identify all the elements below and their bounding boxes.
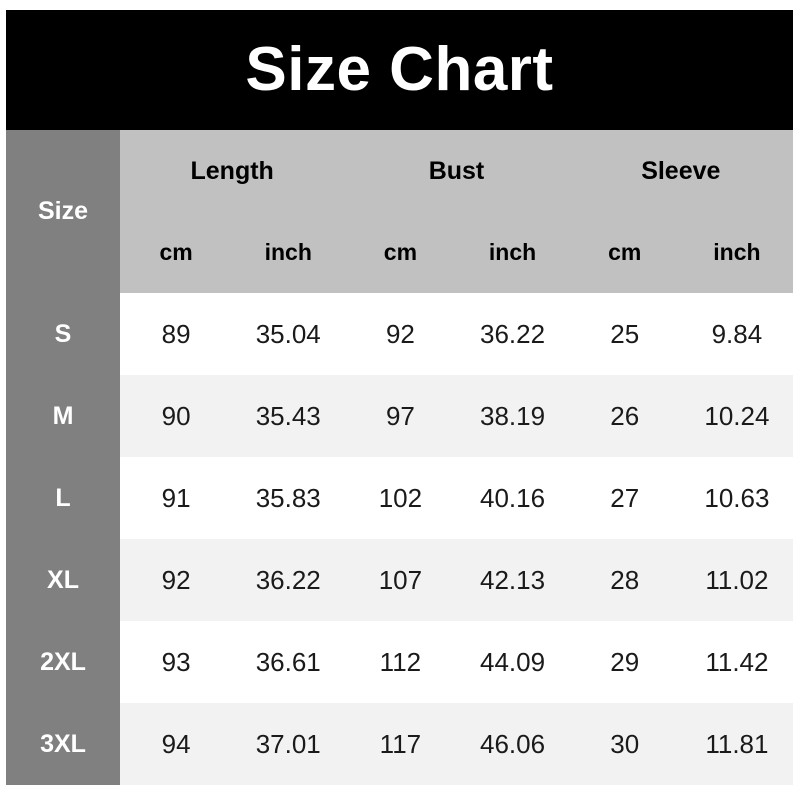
unit-header-row: cm inch cm inch cm inch (6, 212, 793, 293)
size-label-l: L (6, 457, 120, 539)
page-title: Size Chart (245, 35, 554, 104)
cell-xl-bust-cm: 107 (344, 539, 457, 621)
cell-xl-sleeve-inch: 11.02 (680, 539, 793, 621)
cell-2xl-length-inch: 36.61 (232, 621, 345, 703)
cell-xl-bust-inch: 42.13 (456, 539, 569, 621)
group-header-length: Length (120, 130, 345, 212)
title-banner: Size Chart (6, 10, 793, 130)
cell-l-sleeve-inch: 10.63 (680, 457, 793, 539)
cell-2xl-length-cm: 93 (120, 621, 233, 703)
size-chart-container: Size Chart Size Length Bust Sleeve cm in… (6, 10, 793, 786)
cell-2xl-sleeve-inch: 11.42 (680, 621, 793, 703)
size-label-xl: XL (6, 539, 120, 621)
cell-m-bust-inch: 38.19 (456, 375, 569, 457)
cell-m-length-inch: 35.43 (232, 375, 345, 457)
cell-m-sleeve-inch: 10.24 (680, 375, 793, 457)
cell-xl-length-inch: 36.22 (232, 539, 345, 621)
group-header-bust: Bust (344, 130, 569, 212)
table-row: 2XL 93 36.61 112 44.09 29 11.42 (6, 621, 793, 703)
cell-s-length-inch: 35.04 (232, 293, 345, 375)
unit-header-sleeve-inch: inch (680, 212, 793, 293)
unit-header-length-inch: inch (232, 212, 345, 293)
cell-s-bust-cm: 92 (344, 293, 457, 375)
cell-l-bust-inch: 40.16 (456, 457, 569, 539)
size-label-2xl: 2XL (6, 621, 120, 703)
group-header-row: Size Length Bust Sleeve (6, 130, 793, 293)
group-header-sleeve: Sleeve (568, 130, 793, 212)
size-label-3xl: 3XL (6, 703, 120, 785)
cell-l-length-cm: 91 (120, 457, 233, 539)
cell-s-length-cm: 89 (120, 293, 233, 375)
cell-xl-sleeve-cm: 28 (568, 539, 681, 621)
cell-l-sleeve-cm: 27 (568, 457, 681, 539)
cell-s-bust-inch: 36.22 (456, 293, 569, 375)
table-row: M 90 35.43 97 38.19 26 10.24 (6, 375, 793, 457)
cell-2xl-sleeve-cm: 29 (568, 621, 681, 703)
cell-3xl-length-inch: 37.01 (232, 703, 345, 785)
cell-m-bust-cm: 97 (344, 375, 457, 457)
size-label-s: S (6, 293, 120, 375)
cell-3xl-sleeve-cm: 30 (568, 703, 681, 785)
table-row: S 89 35.04 92 36.22 25 9.84 (6, 293, 793, 375)
table-body: S 89 35.04 92 36.22 25 9.84 M 90 35.43 9… (6, 293, 793, 785)
cell-l-bust-cm: 102 (344, 457, 457, 539)
size-chart-table: Size Length Bust Sleeve cm inch cm inch … (6, 130, 793, 785)
cell-xl-length-cm: 92 (120, 539, 233, 621)
table-row: XL 92 36.22 107 42.13 28 11.02 (6, 539, 793, 621)
cell-l-length-inch: 35.83 (232, 457, 345, 539)
cell-s-sleeve-inch: 9.84 (680, 293, 793, 375)
cell-3xl-bust-cm: 117 (344, 703, 457, 785)
cell-2xl-bust-cm: 112 (344, 621, 457, 703)
cell-3xl-bust-inch: 46.06 (456, 703, 569, 785)
cell-m-sleeve-cm: 26 (568, 375, 681, 457)
cell-s-sleeve-cm: 25 (568, 293, 681, 375)
cell-3xl-length-cm: 94 (120, 703, 233, 785)
cell-m-length-cm: 90 (120, 375, 233, 457)
cell-2xl-bust-inch: 44.09 (456, 621, 569, 703)
size-column-header: Size (6, 130, 120, 293)
table-header: Size Length Bust Sleeve cm inch cm inch … (6, 130, 793, 293)
unit-header-sleeve-cm: cm (568, 212, 681, 293)
unit-header-length-cm: cm (120, 212, 233, 293)
table-row: 3XL 94 37.01 117 46.06 30 11.81 (6, 703, 793, 785)
unit-header-bust-cm: cm (344, 212, 457, 293)
cell-3xl-sleeve-inch: 11.81 (680, 703, 793, 785)
size-label-m: M (6, 375, 120, 457)
unit-header-bust-inch: inch (456, 212, 569, 293)
table-row: L 91 35.83 102 40.16 27 10.63 (6, 457, 793, 539)
